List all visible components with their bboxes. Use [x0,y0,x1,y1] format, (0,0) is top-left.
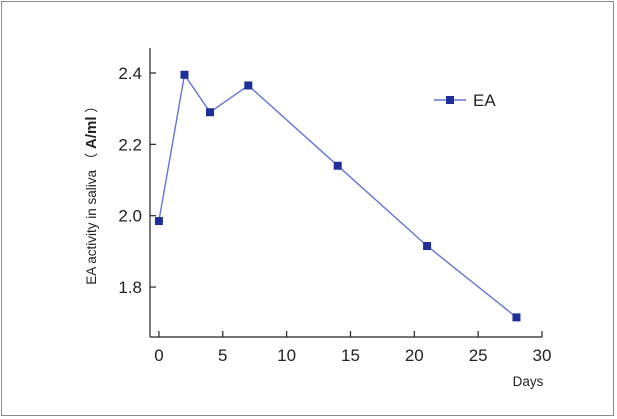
series-ea [154,70,521,322]
data-point [333,161,342,170]
y-ticks: 1.8 2.0 2.2 2.4 [118,64,156,297]
axes [149,48,542,338]
data-point [244,81,253,90]
x-tick-label: 15 [341,346,360,365]
x-tick-label: 30 [533,346,552,365]
x-tick-label: 25 [469,346,488,365]
data-point [206,108,215,117]
y-axis-title-open-paren: （ [84,153,99,167]
data-point [180,70,189,79]
data-point [423,242,432,251]
y-axis-title-close-paren: ） [84,99,99,113]
y-tick-label: 2.0 [118,207,142,226]
x-axis-title: Days [513,374,544,389]
x-tick-label: 5 [218,346,227,365]
y-axis-title-unit: A/ml [83,116,100,149]
x-tick-label: 10 [277,346,296,365]
y-axis-title: EA activity in saliva （ A/ml ） [83,99,100,285]
y-tick-label: 2.4 [118,64,142,83]
y-tick-label: 1.8 [118,278,142,297]
data-point [154,217,163,226]
x-tick-label: 0 [154,346,163,365]
legend: EA [434,91,496,110]
y-axis-title-text: EA activity in saliva [84,170,99,285]
legend-marker-swatch [446,96,454,104]
data-point [512,313,521,322]
legend-label: EA [473,91,496,110]
y-tick-label: 2.2 [118,135,142,154]
x-tick-label: 20 [405,346,424,365]
x-ticks: 0 5 10 15 20 25 30 [154,331,551,365]
